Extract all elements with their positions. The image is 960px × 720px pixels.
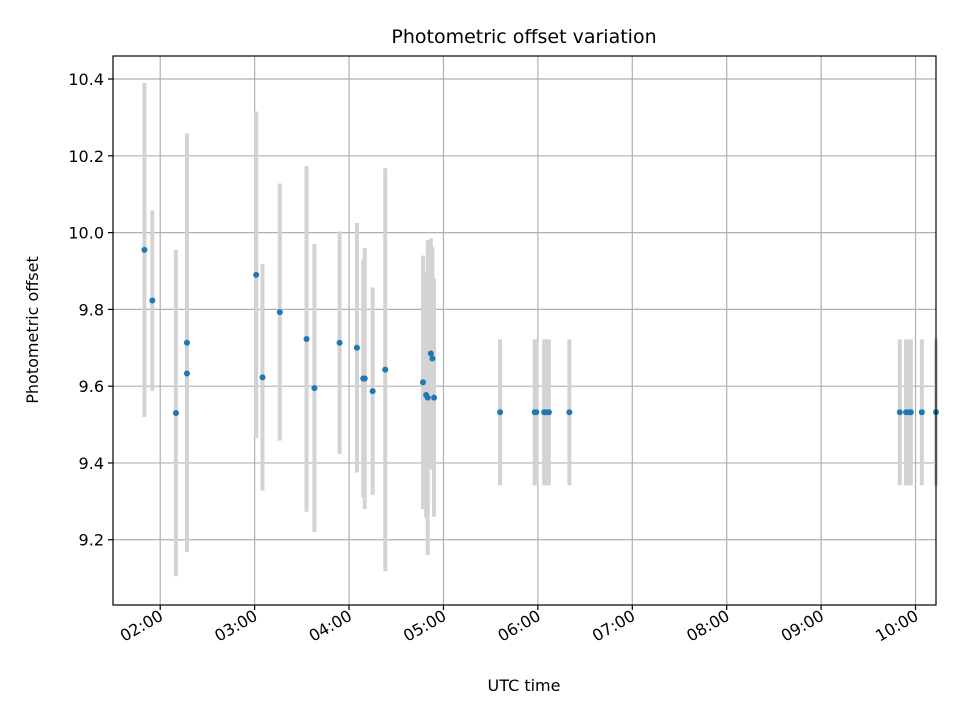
grid bbox=[113, 56, 936, 605]
y-tick-label: 10.4 bbox=[68, 70, 104, 89]
y-tick-label: 10.2 bbox=[68, 147, 104, 166]
data-point bbox=[276, 309, 283, 316]
plot-frame bbox=[112, 55, 937, 606]
data-point bbox=[149, 297, 156, 304]
data-point bbox=[311, 385, 318, 392]
y-tick-label: 10.0 bbox=[68, 224, 104, 243]
data-point bbox=[361, 375, 368, 382]
data-point bbox=[172, 410, 179, 417]
data-point bbox=[424, 394, 431, 401]
data-point bbox=[918, 409, 925, 416]
data-point bbox=[431, 394, 438, 401]
data-points bbox=[141, 246, 939, 417]
y-tick-label: 9.6 bbox=[79, 377, 104, 396]
y-tick-label: 9.4 bbox=[79, 454, 104, 473]
data-point bbox=[429, 355, 436, 362]
data-point bbox=[253, 271, 260, 278]
data-point bbox=[420, 379, 427, 386]
data-point bbox=[141, 246, 148, 253]
data-point bbox=[369, 388, 376, 395]
x-axis-label: UTC time bbox=[488, 676, 561, 695]
data-point bbox=[566, 409, 573, 416]
data-point bbox=[353, 344, 360, 351]
chart-title: Photometric offset variation bbox=[391, 26, 656, 48]
data-point bbox=[545, 409, 552, 416]
data-point bbox=[497, 409, 504, 416]
data-point bbox=[907, 409, 914, 416]
data-point bbox=[336, 339, 343, 346]
data-point bbox=[303, 335, 310, 342]
data-point bbox=[183, 339, 190, 346]
y-tick-label: 9.8 bbox=[79, 300, 104, 319]
data-point bbox=[427, 350, 434, 357]
data-point bbox=[183, 370, 190, 377]
y-axis-ticks: 9.2 9.4 9.6 9.8 10.0 10.2 10.4 bbox=[68, 70, 113, 550]
data-point bbox=[382, 366, 389, 373]
y-tick-label: 9.2 bbox=[79, 531, 104, 550]
y-axis-label: Photometric offset bbox=[23, 256, 42, 404]
data-point bbox=[533, 409, 540, 416]
data-point bbox=[896, 409, 903, 416]
data-point bbox=[259, 374, 266, 381]
